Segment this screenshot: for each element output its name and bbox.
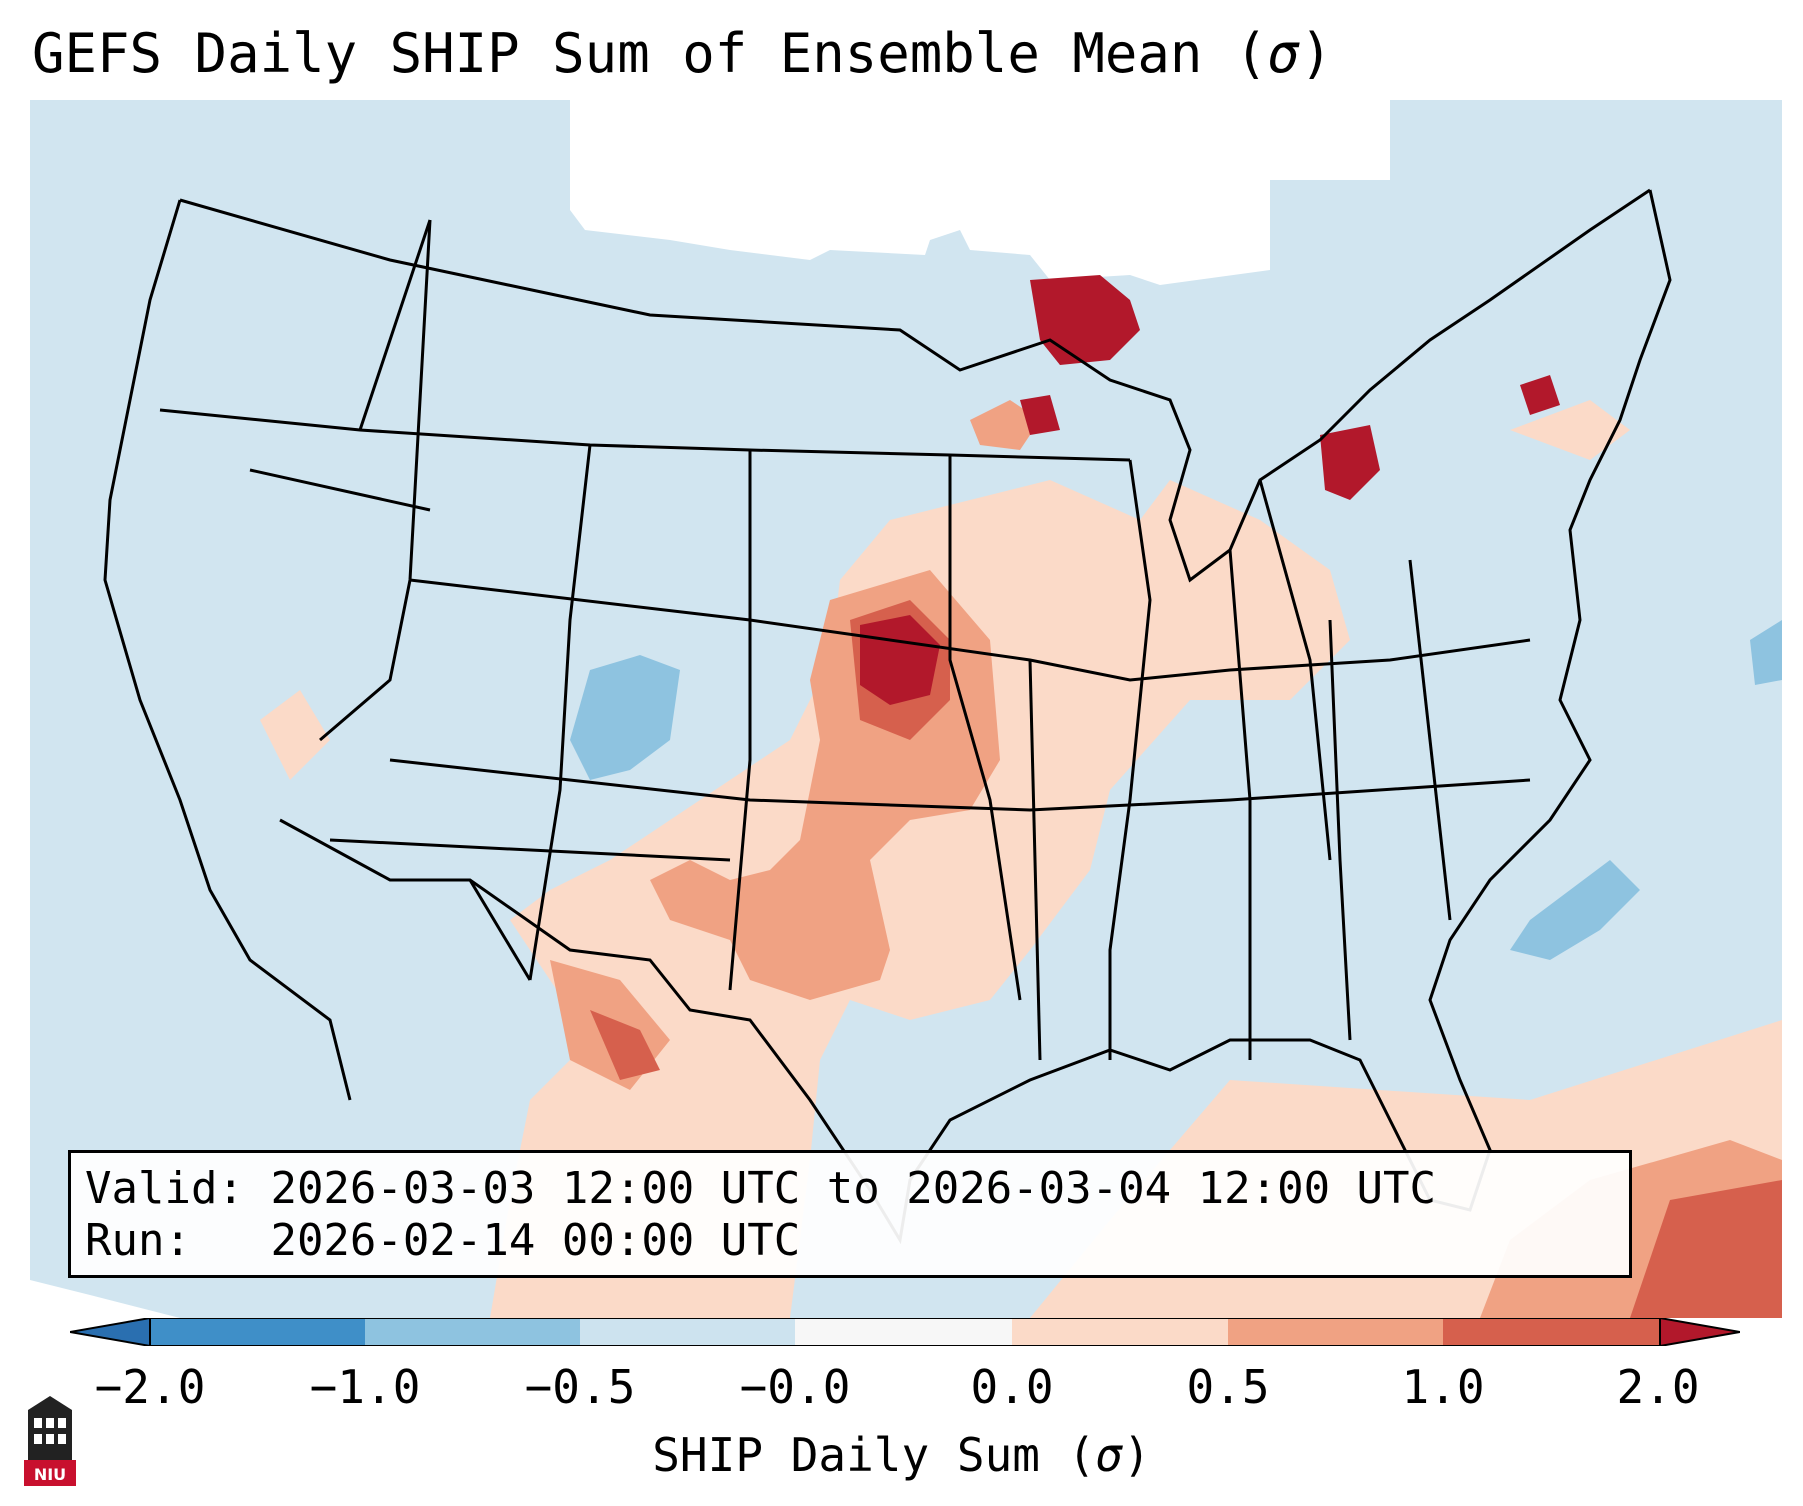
colorbar-segment (1228, 1318, 1443, 1346)
map-panel (30, 100, 1782, 1318)
svg-text:NIU: NIU (34, 1465, 66, 1484)
colorbar-segment (1443, 1318, 1660, 1346)
niu-tower-icon: NIU (24, 1396, 76, 1486)
colorbar-tick-label: −2.0 (94, 1360, 206, 1414)
colorbar-tick-label: −1.0 (309, 1360, 421, 1414)
colorbar (70, 1318, 1740, 1346)
valid-line: Valid: 2026-03-03 12:00 UTC to 2026-03-0… (85, 1163, 1436, 1214)
anomaly-light-blue (570, 620, 1782, 960)
colorbar-tick-label: −0.0 (739, 1360, 851, 1414)
colorbar-segment (1012, 1318, 1228, 1346)
colorbar-segment (365, 1318, 580, 1346)
colorbar-tick-label: 1.0 (1401, 1360, 1485, 1414)
valid-value: 2026-03-03 12:00 UTC to 2026-03-04 12:00… (270, 1163, 1437, 1214)
colorbar-segment (795, 1318, 1012, 1346)
map-title: GEFS Daily SHIP Sum of Ensemble Mean (σ) (32, 22, 1333, 85)
valid-label: Valid: (85, 1163, 244, 1214)
state-borders (103, 188, 1672, 1245)
run-value: 2026-02-14 00:00 UTC (270, 1215, 801, 1266)
run-label: Run: (85, 1215, 191, 1266)
colorbar-tick-label: −0.5 (524, 1360, 636, 1414)
colorbar-extend-low (70, 1318, 151, 1346)
colorbar-tick-label: 0.0 (970, 1360, 1054, 1414)
valid-run-info-box: Valid: 2026-03-03 12:00 UTC to 2026-03-0… (68, 1150, 1632, 1278)
colorbar-extend-high (1659, 1318, 1740, 1346)
colorbar-label: SHIP Daily Sum (σ) (652, 1428, 1151, 1482)
colorbar-segment (150, 1318, 365, 1346)
niu-logo: NIU (22, 1390, 78, 1490)
colorbar-segment (580, 1318, 795, 1346)
run-line: Run: 2026-02-14 00:00 UTC (85, 1215, 800, 1266)
colorbar-tick-label: 0.5 (1186, 1360, 1270, 1414)
colorbar-tick-label: 2.0 (1616, 1360, 1700, 1414)
